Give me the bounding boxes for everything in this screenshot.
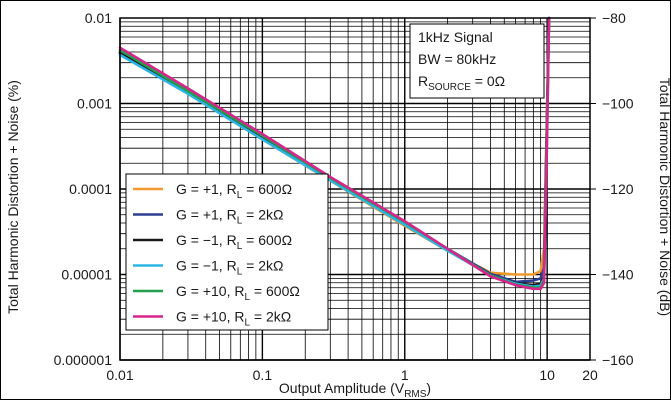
x-axis-label: Output Amplitude (VRMS) xyxy=(279,380,431,400)
annotation-bandwidth: BW = 80kHz xyxy=(418,51,496,67)
y2-tick-label: −100 xyxy=(602,96,634,112)
y2-tick-label: −80 xyxy=(602,10,626,26)
annotation-signal: 1kHz Signal xyxy=(418,29,493,45)
y2-tick-label: −120 xyxy=(602,181,634,197)
y-tick-label: 0.0001 xyxy=(69,181,112,197)
x-tick-label: 10 xyxy=(539,367,555,383)
y-tick-label: 0.01 xyxy=(85,10,112,26)
x-tick-label: 0.1 xyxy=(253,367,273,383)
axis-labels: Output Amplitude (VRMS) Total Harmonic Di… xyxy=(5,78,671,400)
legend-label-3: G = −1, RL = 600Ω xyxy=(176,232,292,252)
legend: G = +1, RL = 600Ω G = +1, RL = 2kΩ G = −1,… xyxy=(125,173,329,331)
x-tick-label: 20 xyxy=(582,367,598,383)
legend-background xyxy=(125,173,329,331)
series-line-6 xyxy=(118,16,551,291)
y-tick-label: 0.00001 xyxy=(61,267,112,283)
y2-tick-label: −160 xyxy=(602,352,634,368)
legend-label-1: G = +1, RL = 600Ω xyxy=(176,181,292,201)
legend-label-4: G = −1, RL = 2kΩ xyxy=(176,258,283,278)
legend-label-6: G = +10, RL = 2kΩ xyxy=(176,309,291,329)
legend-label-5: G = +10, RL = 600Ω xyxy=(176,283,300,303)
y2-tick-label: −140 xyxy=(602,267,634,283)
series-layer xyxy=(118,16,551,291)
y-tick-label: 0.001 xyxy=(77,96,112,112)
axes: 0.01 0.1 1 10 20 0.01 0.001 0.0001 0.00001 0.0000… xyxy=(54,10,634,383)
x-tick-label: 0.01 xyxy=(106,367,133,383)
annotation-box: 1kHz Signal BW = 80kHz RSOURCE = 0Ω xyxy=(409,23,545,99)
x-tick-label: 1 xyxy=(401,367,409,383)
annotation-background xyxy=(409,23,545,99)
legend-label-2: G = +1, RL = 2kΩ xyxy=(176,207,283,227)
y2-axis-label: Total Harmonic Distortion + Noise (dB) xyxy=(657,78,671,316)
y-tick-label: 0.000001 xyxy=(54,352,113,368)
y-axis-label: Total Harmonic Distortion + Noise (%) xyxy=(5,80,21,314)
annotation-source: RSOURCE = 0Ω xyxy=(418,73,505,93)
